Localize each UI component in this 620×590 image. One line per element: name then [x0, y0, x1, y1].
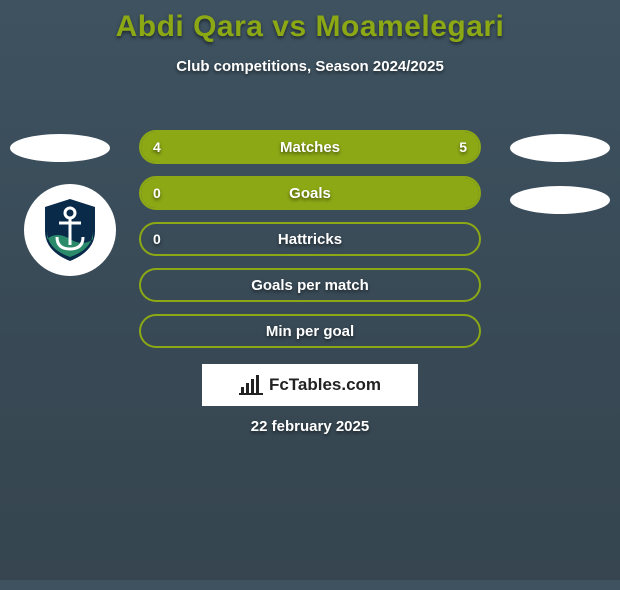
stat-value-right: 5 [447, 132, 479, 162]
stat-row: Goals per match [139, 268, 481, 302]
stat-value-left: 0 [141, 224, 173, 254]
stat-label: Matches [141, 132, 479, 162]
stat-row: Hattricks0 [139, 222, 481, 256]
date-text: 22 february 2025 [0, 418, 620, 435]
stat-value-left: 4 [141, 132, 173, 162]
player-name-pill-right-2 [510, 186, 610, 214]
stat-row: Goals0 [139, 176, 481, 210]
anchor-shield-icon [35, 195, 105, 265]
subtitle: Club competitions, Season 2024/2025 [0, 58, 620, 75]
brand-text: FcTables.com [269, 375, 381, 395]
stat-row: Min per goal [139, 314, 481, 348]
page-title: Abdi Qara vs Moamelegari [0, 10, 620, 44]
brand-box: FcTables.com [202, 364, 418, 406]
club-badge-left [24, 184, 116, 276]
stat-rows: Matches45Goals0Hattricks0Goals per match… [139, 130, 481, 360]
stat-row: Matches4 5 [139, 130, 481, 164]
player-name-pill-left [10, 134, 110, 162]
stat-label: Goals per match [141, 270, 479, 300]
stat-label: Hattricks [141, 224, 479, 254]
stat-value-left: 0 [141, 178, 173, 208]
bar-chart-icon [239, 375, 263, 395]
stat-label: Min per goal [141, 316, 479, 346]
stat-label: Goals [141, 178, 479, 208]
player-name-pill-right-1 [510, 134, 610, 162]
